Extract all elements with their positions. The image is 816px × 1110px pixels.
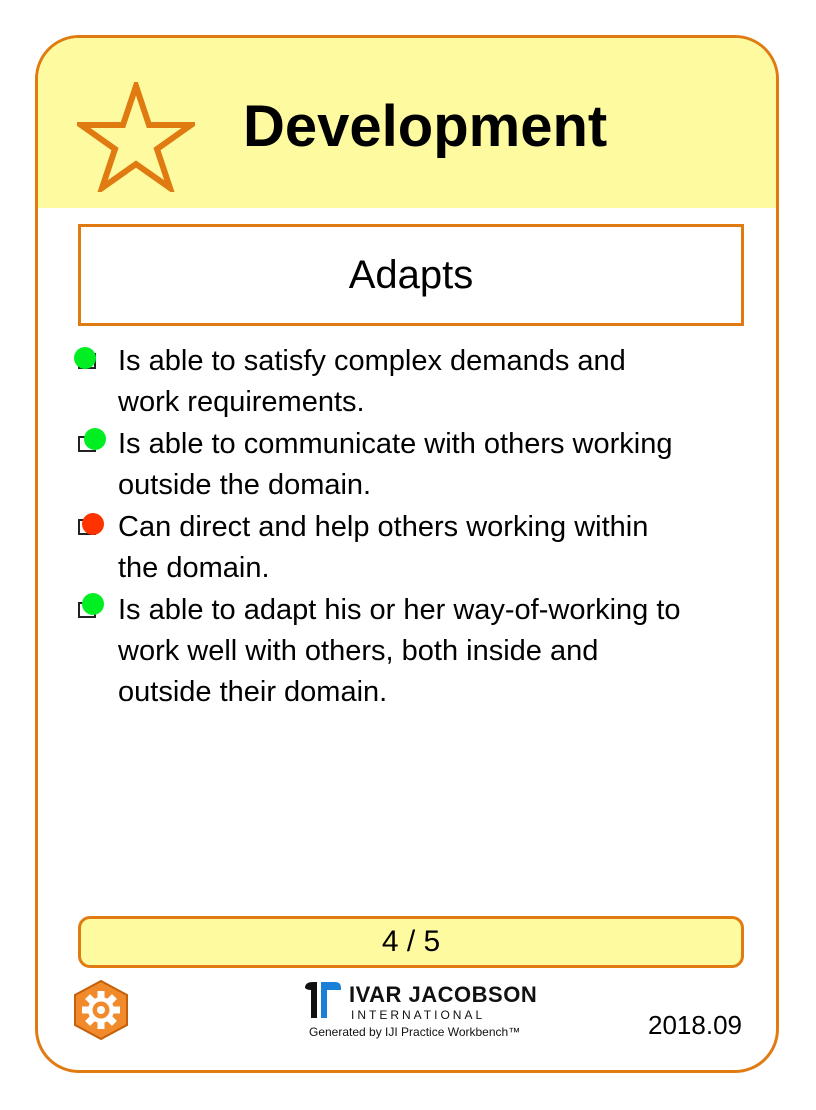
progress-bar: 4 / 5: [78, 916, 744, 968]
item-line: the domain.: [118, 552, 270, 584]
ivar-jacobson-mark-icon: [305, 982, 341, 1018]
item-line: Is able to communicate with others worki…: [118, 428, 673, 460]
item-line: Is able to adapt his or her way-of-worki…: [118, 594, 681, 626]
status-dot-not-done: [82, 513, 104, 535]
logo-name: IVAR JACOBSON: [349, 982, 538, 1007]
checklist-item-text: Is able to satisfy complex demands and w…: [118, 341, 758, 423]
status-dot-done: [82, 593, 104, 615]
status-dot-done: [84, 428, 106, 450]
alpha-state-card: Development Adapts Is able to satisfy co…: [35, 35, 779, 1073]
star-icon: [77, 82, 195, 192]
ivar-jacobson-logo: IVAR JACOBSON INTERNATIONAL Generated by…: [303, 978, 537, 1048]
card-header: Development: [38, 38, 776, 208]
state-name: Adapts: [348, 252, 474, 297]
checklist-item-text: Is able to adapt his or her way-of-worki…: [118, 590, 758, 713]
item-line: outside their domain.: [118, 676, 388, 708]
checklist-item-text: Is able to communicate with others worki…: [118, 424, 758, 506]
logo-subtitle: INTERNATIONAL: [351, 1008, 486, 1022]
generated-by: Generated by IJI Practice Workbench™: [309, 1025, 521, 1039]
checklist-item-text: Can direct and help others working withi…: [118, 507, 758, 589]
item-line: Can direct and help others working withi…: [118, 511, 649, 543]
item-line: work requirements.: [118, 386, 365, 418]
item-line: outside the domain.: [118, 469, 372, 501]
version-date: 2018.09: [648, 1010, 742, 1040]
item-line: work well with others, both inside and: [118, 635, 599, 667]
card-title: Development: [243, 94, 608, 159]
progress-label: 4 / 5: [381, 925, 441, 958]
status-dot-done: [74, 347, 96, 369]
state-name-box: Adapts: [78, 224, 744, 326]
gear-icon: [74, 979, 128, 1041]
item-line: Is able to satisfy complex demands and: [118, 345, 626, 377]
